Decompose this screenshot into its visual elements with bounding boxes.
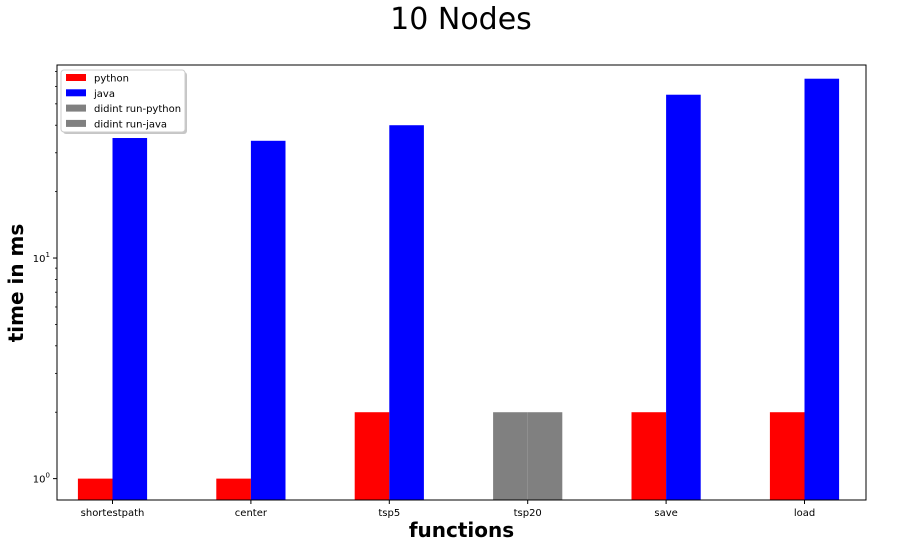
- x-axis-label: functions: [408, 518, 515, 542]
- bar-didint-run-java-tsp20: [527, 412, 563, 500]
- bar-didint-run-python-tsp20: [493, 412, 528, 500]
- legend-label: didint run-java: [94, 119, 167, 130]
- bar-python-load: [769, 412, 805, 500]
- y-tick-label: 101: [33, 251, 50, 265]
- x-tick-label: save: [654, 508, 677, 519]
- legend-label: python: [94, 74, 129, 85]
- bar-python-center: [216, 478, 251, 500]
- x-tick-label: load: [794, 508, 815, 519]
- legend-box: [60, 69, 186, 133]
- bar-python-shortestpath: [77, 478, 113, 500]
- bar-python-tsp5: [354, 412, 390, 500]
- bar-java-tsp5: [389, 125, 424, 501]
- bar-java-load: [804, 78, 840, 501]
- plot-frame: [56, 64, 867, 501]
- chart-title: 10 Nodes: [390, 2, 532, 37]
- x-axis-ticks: shortestpath center tsp5 tsp20 save load: [81, 500, 815, 519]
- bar-python-save: [631, 412, 667, 500]
- legend-label: didint run-python: [94, 104, 181, 115]
- legend-swatch-java: [66, 89, 86, 97]
- bar-java-center: [250, 140, 286, 500]
- legend-swatch-didint-run-java: [66, 119, 86, 127]
- y-tick-label: 100: [33, 472, 50, 486]
- legend-label: java: [93, 89, 115, 100]
- bar-java-save: [666, 94, 701, 501]
- bars-layer: [77, 78, 840, 501]
- x-tick-label: tsp5: [378, 508, 400, 519]
- x-tick-label: tsp20: [514, 508, 542, 519]
- y-axis-ticks: 100 101: [33, 71, 57, 486]
- legend: python java didint run-python didint run-ja…: [60, 69, 187, 134]
- x-tick-label: center: [235, 508, 268, 519]
- bar-java-shortestpath: [112, 138, 148, 500]
- legend-swatch-didint-run-python: [66, 104, 86, 112]
- legend-swatch-python: [66, 74, 86, 81]
- y-axis-label: time in ms: [4, 223, 28, 343]
- x-tick-label: shortestpath: [81, 508, 145, 519]
